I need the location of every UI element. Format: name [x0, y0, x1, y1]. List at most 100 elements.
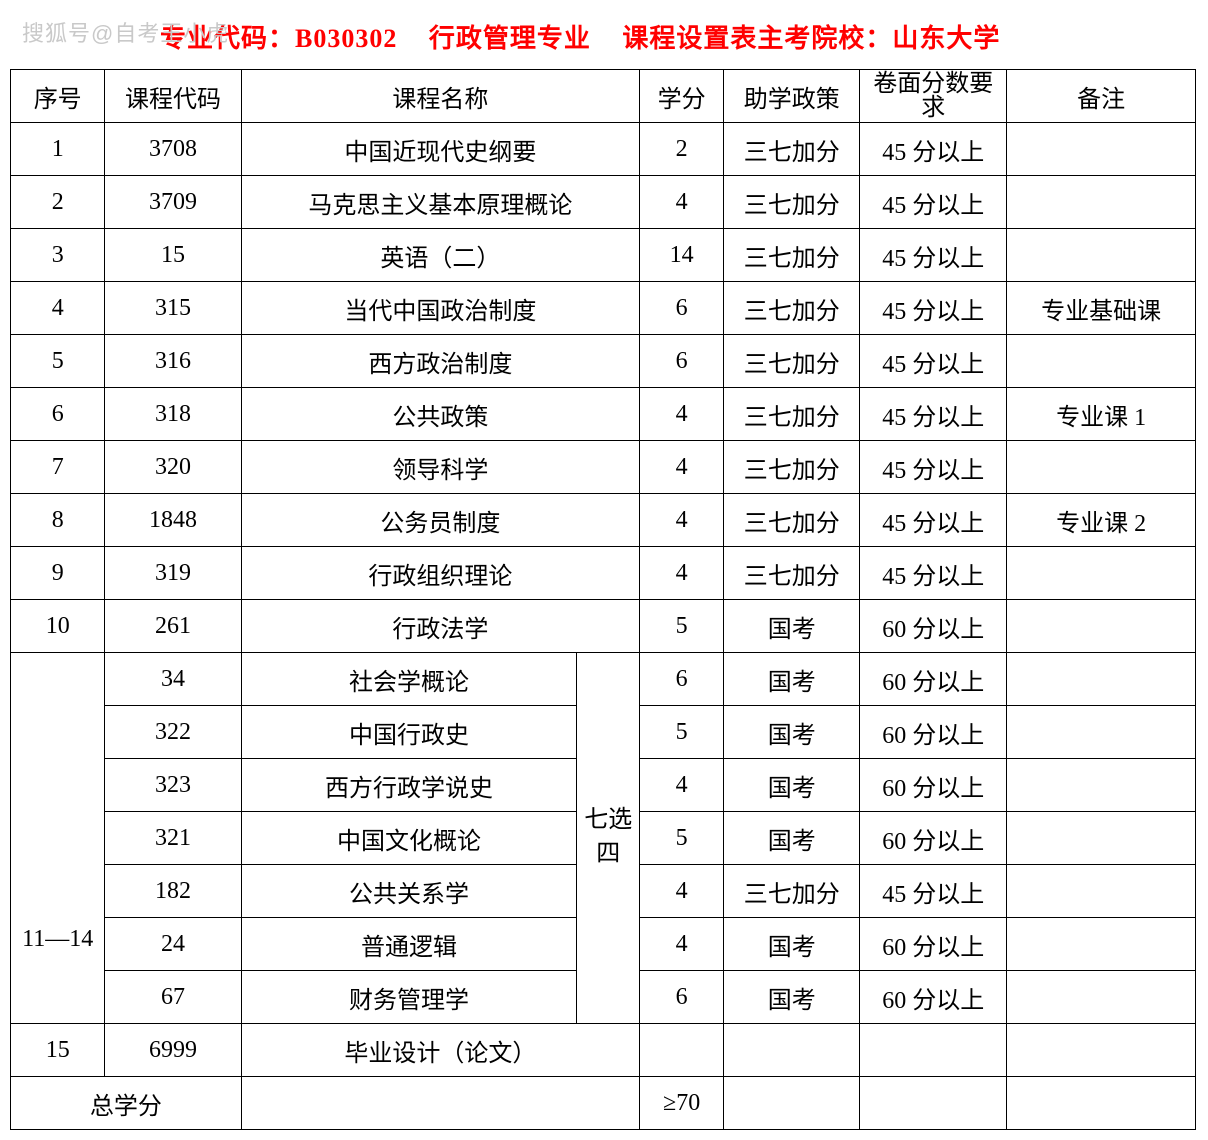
cell-code: 322: [105, 706, 241, 759]
cell-name: 公务员制度: [241, 494, 639, 547]
cell-code: 15: [105, 229, 241, 282]
table-row: 13708中国近现代史纲要2三七加分45 分以上: [11, 123, 1196, 176]
header-name: 课程名称: [241, 70, 639, 123]
cell-name: 公共关系学: [241, 865, 577, 918]
cell-code: 261: [105, 600, 241, 653]
cell-note: 专业基础课: [1007, 282, 1196, 335]
cell-credit: 4: [640, 494, 724, 547]
cell-credit: 6: [640, 282, 724, 335]
cell-note: [1007, 176, 1196, 229]
cell-code: 3708: [105, 123, 241, 176]
cell-note: [1007, 706, 1196, 759]
cell-credit: 6: [640, 653, 724, 706]
cell-code: 1848: [105, 494, 241, 547]
cell-name: 社会学概论: [241, 653, 577, 706]
cell-policy: 国考: [724, 600, 860, 653]
cell-policy: 国考: [724, 971, 860, 1024]
cell-credit: 5: [640, 706, 724, 759]
cell-name: 领导科学: [241, 441, 639, 494]
cell-name: 财务管理学: [241, 971, 577, 1024]
cell-name: 中国行政史: [241, 706, 577, 759]
cell-name: 中国文化概论: [241, 812, 577, 865]
title-major: 行政管理专业: [429, 24, 591, 53]
cell-credit: 5: [640, 812, 724, 865]
cell-credit: [640, 1024, 724, 1077]
cell-policy: 三七加分: [724, 547, 860, 600]
cell-credit: 4: [640, 388, 724, 441]
cell-score: 45 分以上: [860, 123, 1007, 176]
cell-note: [1007, 918, 1196, 971]
cell-note: 专业课 2: [1007, 494, 1196, 547]
cell-note: [1007, 971, 1196, 1024]
cell-note: 专业课 1: [1007, 388, 1196, 441]
cell-selector: 七选四: [577, 653, 640, 1024]
table-row: 7320领导科学4三七加分45 分以上: [11, 441, 1196, 494]
cell-name: 英语（二）: [241, 229, 639, 282]
cell-credit: 6: [640, 335, 724, 388]
cell-note: [1007, 653, 1196, 706]
cell-score: 60 分以上: [860, 918, 1007, 971]
total-note: [1007, 1077, 1196, 1130]
total-credit: ≥70: [640, 1077, 724, 1130]
cell-code: 321: [105, 812, 241, 865]
total-name: [241, 1077, 639, 1130]
cell-policy: 三七加分: [724, 335, 860, 388]
table-row: 81848公务员制度4三七加分45 分以上专业课 2: [11, 494, 1196, 547]
cell-name: 毕业设计（论文）: [241, 1024, 639, 1077]
cell-score: 45 分以上: [860, 282, 1007, 335]
watermark-text: 搜狐号@自考王小虎: [22, 16, 229, 48]
cell-name: 中国近现代史纲要: [241, 123, 639, 176]
cell-code: 3709: [105, 176, 241, 229]
cell-score: 45 分以上: [860, 176, 1007, 229]
cell-policy: 国考: [724, 653, 860, 706]
course-table: 序号 课程代码 课程名称 学分 助学政策 卷面分数要求 备注 13708中国近现…: [10, 69, 1196, 1130]
cell-name: 西方政治制度: [241, 335, 639, 388]
total-score: [860, 1077, 1007, 1130]
cell-note: [1007, 441, 1196, 494]
table-row: 4315当代中国政治制度6三七加分45 分以上专业基础课: [11, 282, 1196, 335]
cell-policy: 三七加分: [724, 388, 860, 441]
cell-policy: 国考: [724, 812, 860, 865]
cell-code: 67: [105, 971, 241, 1024]
total-policy: [724, 1077, 860, 1130]
cell-xh: 10: [11, 600, 105, 653]
cell-policy: 三七加分: [724, 282, 860, 335]
cell-xh: 8: [11, 494, 105, 547]
cell-score: 45 分以上: [860, 229, 1007, 282]
cell-credit: 4: [640, 918, 724, 971]
cell-policy: 三七加分: [724, 176, 860, 229]
cell-name: 马克思主义基本原理概论: [241, 176, 639, 229]
cell-name: 行政组织理论: [241, 547, 639, 600]
cell-xh: 3: [11, 229, 105, 282]
cell-xh: 15: [11, 1024, 105, 1077]
cell-xh: 6: [11, 388, 105, 441]
cell-xh: 9: [11, 547, 105, 600]
cell-score: 60 分以上: [860, 600, 1007, 653]
cell-note: [1007, 759, 1196, 812]
cell-xh: 7: [11, 441, 105, 494]
cell-policy: 三七加分: [724, 441, 860, 494]
cell-code: 34: [105, 653, 241, 706]
cell-code: 320: [105, 441, 241, 494]
cell-policy: 三七加分: [724, 123, 860, 176]
table-row: 6318公共政策4三七加分45 分以上专业课 1: [11, 388, 1196, 441]
cell-note: [1007, 335, 1196, 388]
cell-code: 323: [105, 759, 241, 812]
cell-score: 45 分以上: [860, 865, 1007, 918]
table-row: 10261行政法学5国考60 分以上: [11, 600, 1196, 653]
cell-policy: 国考: [724, 706, 860, 759]
cell-name: 西方行政学说史: [241, 759, 577, 812]
table-row: 315英语（二）14三七加分45 分以上: [11, 229, 1196, 282]
cell-name: 行政法学: [241, 600, 639, 653]
header-credit: 学分: [640, 70, 724, 123]
cell-code: 182: [105, 865, 241, 918]
cell-policy: 三七加分: [724, 229, 860, 282]
cell-policy: 国考: [724, 759, 860, 812]
cell-code: 6999: [105, 1024, 241, 1077]
cell-note: [1007, 1024, 1196, 1077]
cell-code: 316: [105, 335, 241, 388]
cell-score: 45 分以上: [860, 335, 1007, 388]
header-policy: 助学政策: [724, 70, 860, 123]
header-xh: 序号: [11, 70, 105, 123]
cell-name: 普通逻辑: [241, 918, 577, 971]
